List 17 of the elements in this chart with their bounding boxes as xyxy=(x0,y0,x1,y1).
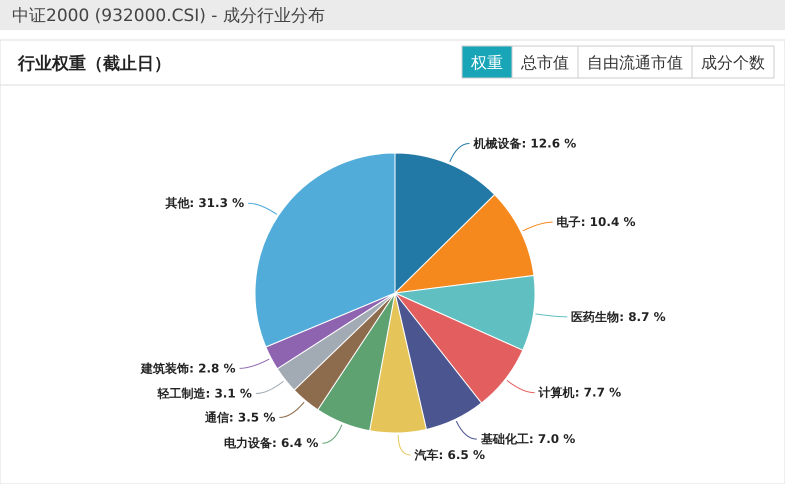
slice-label: 电力设备: 6.4 % xyxy=(224,436,318,450)
slice-label: 通信: 3.5 % xyxy=(204,410,276,424)
tab: 自由流通市值 xyxy=(578,46,692,78)
slice-label: 建筑装饰: 2.8 % xyxy=(140,361,236,376)
slice-label: 汽车: 6.5 % xyxy=(414,448,485,462)
tab: 权重 xyxy=(462,46,512,78)
chart-subtitle: 行业权重（截止日） xyxy=(17,54,171,74)
slice-label: 轻工制造: 3.1 % xyxy=(156,386,252,400)
tab: 成分个数 xyxy=(692,46,774,78)
slice-label: 其他: 31.3 % xyxy=(164,196,244,210)
slice-label: 机械设备: 12.6 % xyxy=(472,136,576,151)
tab: 总市值 xyxy=(512,46,578,78)
slice-label: 计算机: 7.7 % xyxy=(538,386,622,400)
slice-label: 基础化工: 7.0 % xyxy=(480,432,576,446)
chart-title: 中证2000 (932000.CSI) - 成分行业分布 xyxy=(12,6,325,26)
slice-label: 电子: 10.4 % xyxy=(556,215,636,230)
slice-label: 医药生物: 8.7 % xyxy=(571,310,666,324)
